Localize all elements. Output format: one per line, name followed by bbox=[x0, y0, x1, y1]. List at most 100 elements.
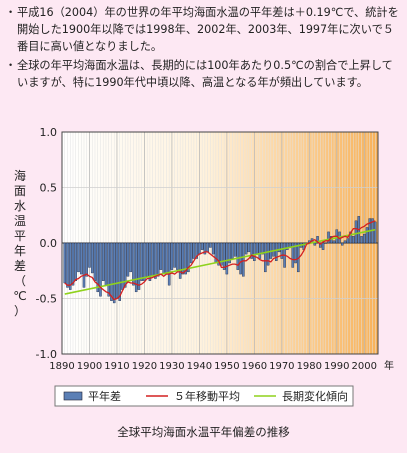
y-axis-label-char: 年 bbox=[14, 244, 26, 258]
anomaly-bar bbox=[151, 242, 154, 277]
anomaly-bar bbox=[253, 242, 256, 261]
x-axis-unit: 年 bbox=[384, 359, 394, 372]
anomaly-bar bbox=[313, 242, 317, 246]
anomaly-bar bbox=[250, 242, 253, 259]
anomaly-bar bbox=[68, 242, 72, 290]
anomaly-bar bbox=[198, 242, 201, 255]
y-axis-label-char: ℃ bbox=[13, 289, 26, 303]
anomaly-bar bbox=[148, 242, 152, 281]
anomaly-bar bbox=[110, 242, 113, 301]
anomaly-bar bbox=[118, 242, 121, 301]
anomaly-bar bbox=[173, 242, 176, 268]
anomaly-bar bbox=[206, 242, 209, 253]
y-axis-label-char: 海 bbox=[14, 168, 26, 183]
anomaly-bar bbox=[145, 242, 149, 277]
anomaly-bar bbox=[351, 236, 355, 244]
x-tick-label: 1900 bbox=[77, 361, 102, 372]
y-axis-label-char: ） bbox=[14, 304, 26, 318]
anomaly-bar bbox=[79, 242, 83, 275]
anomaly-bar bbox=[181, 242, 185, 275]
y-axis-label-char: 温 bbox=[14, 214, 26, 228]
anomaly-bar bbox=[178, 242, 182, 279]
anomaly-bar bbox=[217, 242, 220, 266]
anomaly-bar bbox=[332, 240, 336, 244]
anomaly-bar bbox=[236, 242, 240, 270]
moving-average-line bbox=[64, 220, 376, 301]
note-1: ・平成16（2004）年の世界の年平均海面水温の平年差は＋0.19℃で、統計を開… bbox=[5, 4, 403, 55]
anomaly-bar bbox=[222, 242, 226, 270]
anomaly-bar bbox=[373, 221, 377, 244]
anomaly-bar bbox=[277, 242, 281, 253]
chart-caption: 全球平均海面水温平年偏差の推移 bbox=[117, 425, 290, 439]
anomaly-bar bbox=[341, 242, 344, 246]
anomaly-bar bbox=[264, 242, 267, 273]
anomaly-bar bbox=[189, 242, 193, 264]
anomaly-bar bbox=[143, 242, 146, 281]
y-tick-label: 1.0 bbox=[40, 126, 58, 139]
note-text: 平成16（2004）年の世界の年平均海面水温の平年差は＋0.19℃で、統計を開始… bbox=[17, 6, 399, 53]
x-tick-label: 2000 bbox=[352, 361, 377, 372]
notes: ・平成16（2004）年の世界の年平均海面水温の平年差は＋0.19℃で、統計を開… bbox=[5, 4, 403, 93]
anomaly-bar bbox=[77, 242, 80, 273]
anomaly-bar bbox=[316, 236, 319, 244]
x-tick-label: 1950 bbox=[214, 361, 239, 372]
anomaly-bar bbox=[255, 242, 259, 255]
legend-label-anomaly: 平年差 bbox=[88, 389, 121, 403]
anomaly-bar bbox=[101, 242, 105, 281]
anomaly-bar bbox=[154, 242, 157, 279]
anomaly-bar bbox=[99, 242, 102, 297]
anomaly-bar bbox=[129, 242, 132, 273]
trend-line bbox=[64, 228, 376, 295]
x-tick-label: 1920 bbox=[132, 361, 157, 372]
legend-swatch-bars bbox=[63, 391, 83, 401]
anomaly-bar bbox=[327, 231, 330, 244]
anomaly-bar bbox=[195, 242, 198, 259]
anomaly-bar bbox=[319, 242, 322, 248]
anomaly-bar bbox=[346, 238, 350, 244]
anomaly-bar bbox=[85, 242, 89, 277]
anomaly-bar bbox=[134, 242, 138, 293]
x-tick-label: 1940 bbox=[187, 361, 212, 372]
legend-label-moving-average: ５年移動平均 bbox=[174, 389, 240, 403]
anomaly-bar bbox=[228, 242, 231, 264]
anomaly-bar bbox=[261, 242, 264, 255]
anomaly-bar bbox=[115, 242, 119, 299]
anomaly-bar bbox=[211, 242, 215, 255]
anomaly-bar bbox=[96, 242, 99, 293]
anomaly-bar bbox=[258, 242, 262, 259]
anomaly-bar bbox=[266, 242, 270, 266]
anomaly-bar bbox=[126, 242, 130, 277]
anomaly-bar bbox=[187, 242, 190, 273]
anomaly-bar bbox=[280, 242, 284, 259]
note-bullet: ・ bbox=[5, 59, 17, 72]
y-tick-label: 0.0 bbox=[40, 237, 58, 250]
anomaly-bar bbox=[286, 242, 289, 250]
anomaly-bar bbox=[354, 220, 358, 244]
y-tick-label: -1.0 bbox=[36, 348, 57, 361]
anomaly-bar bbox=[165, 242, 168, 275]
anomaly-bar bbox=[104, 242, 108, 286]
anomaly-bar bbox=[242, 242, 245, 277]
x-tick-label: 1910 bbox=[104, 361, 129, 372]
y-axis-label-char: 面 bbox=[14, 184, 26, 198]
anomaly-bar bbox=[176, 242, 179, 270]
anomaly-bar bbox=[220, 242, 223, 266]
anomaly-bar bbox=[82, 242, 86, 288]
anomaly-bar bbox=[112, 242, 116, 304]
y-axis-label-char: 差 bbox=[14, 259, 26, 273]
anomaly-bar bbox=[159, 242, 163, 270]
x-tick-label: 1990 bbox=[324, 361, 349, 372]
legend: 平年差 ５年移動平均 長期変化傾向 bbox=[54, 385, 354, 407]
anomaly-bar bbox=[200, 242, 204, 250]
anomaly-bar bbox=[167, 242, 171, 286]
y-axis-label-char: 水 bbox=[14, 199, 26, 213]
anomaly-bar bbox=[137, 242, 141, 290]
anomaly-bar bbox=[294, 242, 297, 264]
anomaly-bar bbox=[140, 242, 143, 281]
anomaly-bar bbox=[132, 242, 135, 286]
x-tick-label: 1960 bbox=[242, 361, 267, 372]
anomaly-bar bbox=[360, 236, 363, 244]
anomaly-bar bbox=[71, 242, 75, 286]
legend-label-trend: 長期変化傾向 bbox=[282, 389, 348, 403]
x-tick-label: 1980 bbox=[297, 361, 322, 372]
